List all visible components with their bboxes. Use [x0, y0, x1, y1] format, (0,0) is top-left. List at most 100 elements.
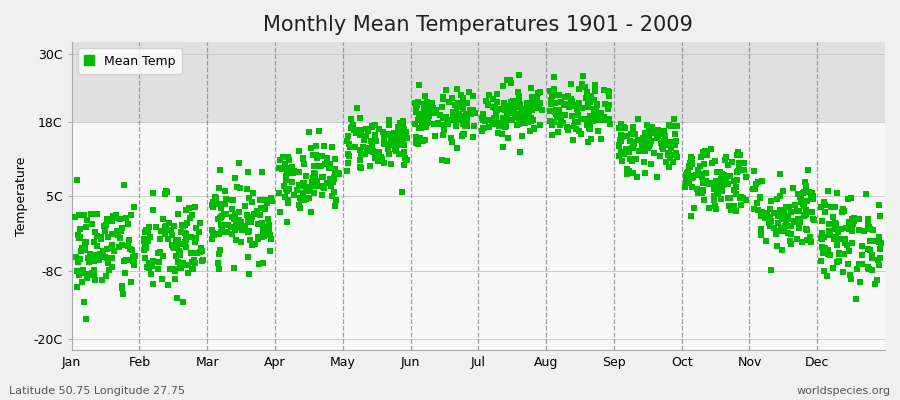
Point	[797, 212, 812, 218]
Point	[400, 156, 414, 163]
Point	[454, 132, 469, 139]
Point	[562, 104, 576, 110]
Point	[304, 178, 319, 185]
Point	[654, 144, 669, 150]
Point	[805, 190, 819, 196]
Point	[353, 164, 367, 170]
Point	[615, 158, 629, 164]
Point	[521, 118, 535, 125]
Point	[456, 113, 471, 119]
Point	[511, 120, 526, 127]
Point	[308, 170, 322, 177]
Point	[117, 182, 131, 188]
Point	[421, 102, 436, 108]
Point	[544, 93, 559, 99]
Point	[235, 225, 249, 232]
Point	[324, 182, 338, 189]
Point	[518, 113, 532, 119]
Point	[285, 164, 300, 171]
Point	[235, 223, 249, 230]
Point	[636, 134, 651, 141]
Point	[341, 152, 356, 159]
Point	[158, 191, 172, 197]
Point	[780, 213, 795, 219]
Point	[476, 125, 491, 131]
Point	[630, 174, 644, 180]
Point	[440, 157, 454, 164]
Point	[420, 112, 435, 118]
Point	[220, 210, 234, 217]
Point	[475, 115, 490, 122]
Point	[709, 180, 724, 187]
Point	[685, 184, 699, 190]
Point	[855, 251, 869, 258]
Point	[663, 144, 678, 151]
Point	[762, 214, 777, 221]
Point	[543, 87, 557, 94]
Point	[662, 150, 676, 156]
Point	[784, 241, 798, 247]
Point	[156, 253, 170, 259]
Point	[620, 166, 634, 172]
Point	[436, 115, 451, 121]
Point	[864, 267, 878, 274]
Point	[806, 217, 821, 223]
Point	[563, 96, 578, 102]
Point	[426, 105, 440, 111]
Point	[112, 228, 127, 234]
Point	[797, 189, 812, 195]
Point	[656, 146, 670, 152]
Point	[500, 112, 514, 118]
Point	[728, 184, 742, 191]
Point	[285, 179, 300, 186]
Point	[711, 191, 725, 198]
Point	[281, 197, 295, 204]
Point	[731, 168, 745, 175]
Point	[546, 86, 561, 92]
Point	[698, 148, 713, 155]
Point	[806, 216, 821, 222]
Point	[628, 156, 643, 162]
Point	[776, 213, 790, 220]
Point	[561, 93, 575, 100]
Point	[821, 188, 835, 194]
Point	[543, 118, 557, 124]
Point	[814, 218, 829, 224]
Point	[375, 156, 390, 162]
Point	[714, 178, 728, 185]
Point	[716, 172, 731, 178]
Point	[654, 140, 669, 146]
Point	[162, 266, 176, 272]
Point	[748, 186, 762, 192]
Point	[159, 224, 174, 231]
Point	[296, 155, 310, 162]
Point	[168, 268, 183, 274]
Point	[255, 220, 269, 226]
Point	[862, 238, 877, 244]
Point	[409, 103, 423, 110]
Point	[71, 212, 86, 218]
Point	[784, 231, 798, 238]
Point	[770, 228, 785, 234]
Point	[816, 250, 831, 256]
Point	[861, 246, 876, 252]
Point	[478, 118, 492, 124]
Point	[237, 224, 251, 230]
Point	[796, 200, 811, 207]
Point	[519, 100, 534, 106]
Point	[72, 226, 86, 232]
Point	[377, 160, 392, 166]
Point	[213, 228, 228, 235]
Point	[840, 242, 854, 248]
Point	[516, 107, 530, 113]
Point	[644, 137, 659, 144]
Point	[635, 140, 650, 146]
Point	[127, 262, 141, 268]
Point	[151, 266, 166, 272]
Point	[185, 266, 200, 272]
Point	[838, 236, 852, 242]
Point	[730, 152, 744, 158]
Point	[798, 226, 813, 232]
Point	[618, 125, 633, 131]
Point	[425, 100, 439, 106]
